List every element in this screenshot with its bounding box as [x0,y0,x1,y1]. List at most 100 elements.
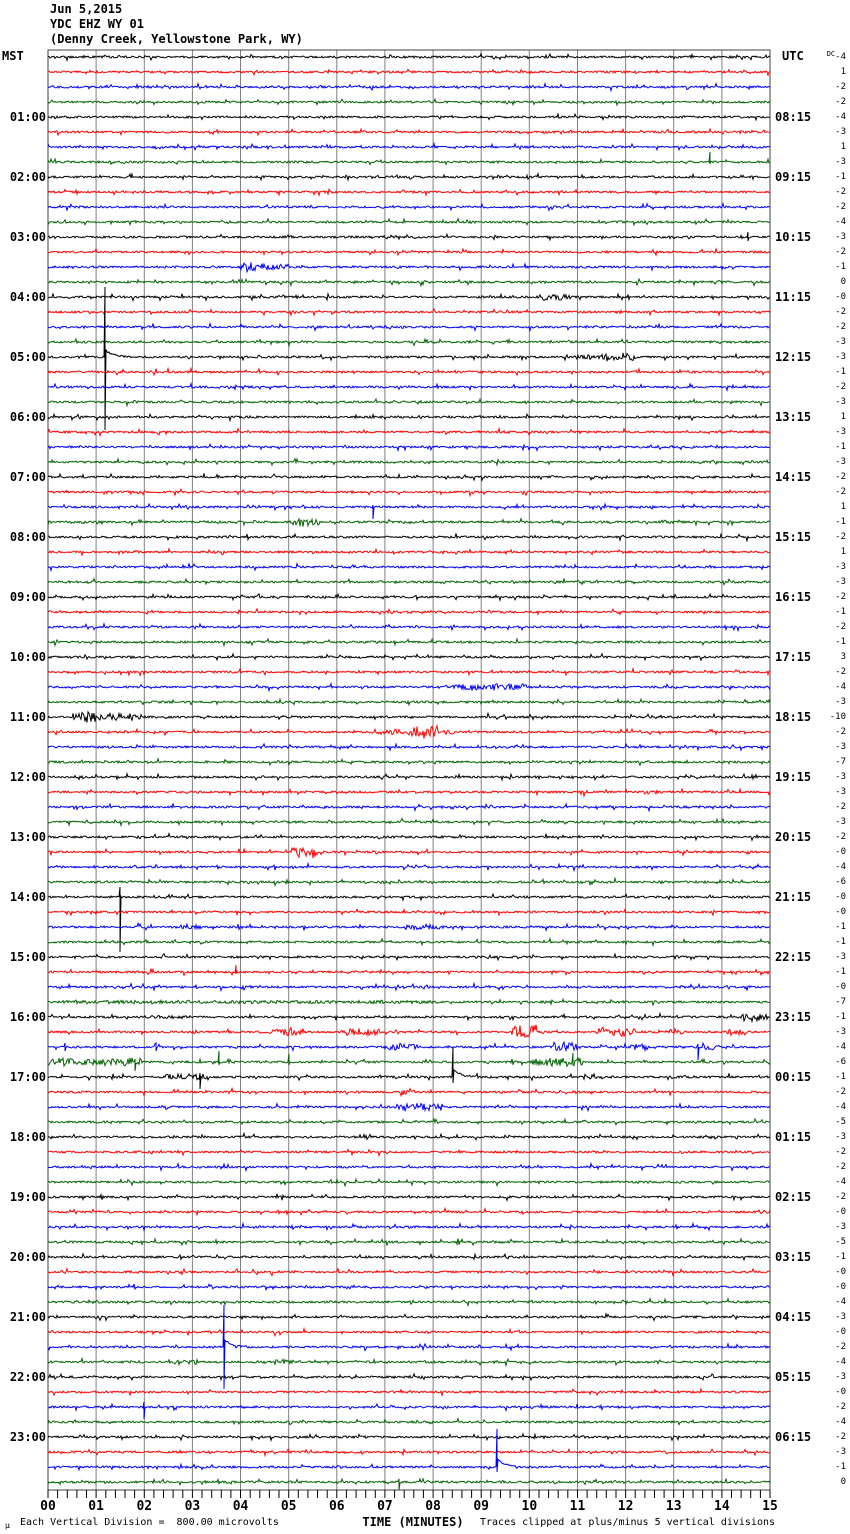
seismogram-trace [47,802,771,813]
seismogram-trace [47,321,771,333]
trace-dc-offset: -0 [835,1327,846,1337]
seismogram-trace [47,487,771,498]
trace-dc-offset: 0 [840,277,846,287]
seismogram-trace [47,1312,771,1322]
trace-dc-offset: -2 [835,97,846,107]
mst-hour-label: 12:00 [9,770,46,784]
mst-hour-label: 01:00 [9,110,46,124]
trace-dc-offset: 1 [840,547,846,557]
mst-hour-label: 11:00 [9,710,46,724]
seismogram-trace [47,1046,771,1090]
mst-hour-label: 21:00 [9,1310,46,1324]
trace-dc-offset: -1 [835,1012,846,1022]
utc-hour-label: 01:15 [775,1130,812,1144]
seismogram-trace [47,381,770,393]
seismogram-trace [47,1131,771,1142]
seismogram-trace [47,1024,771,1038]
utc-hour-label: 04:15 [775,1310,812,1324]
seismogram-trace [47,261,771,274]
seismogram-trace [47,151,771,166]
seismogram-trace [47,1401,771,1420]
trace-dc-offset: -3 [835,772,846,782]
utc-hour-label: 06:15 [775,1430,812,1444]
trace-dc-offset: -2 [835,1402,846,1412]
seismogram-trace [47,217,771,227]
trace-dc-offset: -2 [835,247,846,257]
trace-dc-offset: -6 [835,1057,846,1067]
trace-dc-offset: -2 [835,1432,846,1442]
seismogram-trace [47,277,771,288]
trace-dc-offset: -3 [835,352,846,362]
mst-hour-label: 06:00 [9,410,46,424]
seismogram-trace [47,886,771,953]
utc-hour-label: 17:15 [775,650,812,664]
seismogram-trace [47,231,771,242]
trace-dc-offset: -4 [835,1297,846,1307]
trace-dc-offset: -3 [835,1132,846,1142]
seismogram-trace [47,592,771,603]
trace-dc-offset: -1 [835,1462,846,1472]
trace-dc-offset: -4 [835,217,846,227]
trace-dc-offset: -10 [829,712,846,722]
utc-hour-label: 13:15 [775,410,812,424]
x-axis-tick-label: 00 [40,1499,56,1514]
trace-dc-offset: -0 [835,292,846,302]
x-axis-tick-label: 06 [328,1499,345,1514]
trace-dc-offset: 1 [840,412,846,422]
seismogram-trace [48,1101,771,1113]
seismogram-trace [47,366,771,377]
seismogram-trace [47,397,771,408]
trace-dc-offset: -1 [835,367,846,377]
trace-dc-offset: -3 [835,1027,846,1037]
seismogram-trace [47,997,771,1007]
trace-dc-offset: -3 [835,787,846,797]
x-axis-tick-label: 12 [617,1499,634,1514]
mst-hour-label: 07:00 [9,470,46,484]
utc-hour-label: 14:15 [775,470,812,484]
seismogram-trace [47,1206,771,1217]
left-axis-timezone-label: MST [2,49,24,63]
utc-hour-label: 08:15 [775,110,812,124]
trace-dc-offset: 1 [840,142,846,152]
trace-dc-offset: -2 [835,1192,846,1202]
seismogram-trace [47,1252,771,1262]
trace-dc-offset: -1 [835,262,846,272]
trace-dc-offset: -2 [835,1147,846,1157]
x-axis-tick-label: 03 [184,1499,201,1514]
trace-dc-offset: -5 [835,1117,846,1127]
seismogram-trace [47,1117,771,1126]
trace-dc-offset: -1 [835,607,846,617]
x-axis-tick-label: 01 [88,1499,104,1514]
x-axis-tick-label: 07 [377,1499,393,1514]
utc-hour-label: 22:15 [775,950,812,964]
trace-dc-offset: -1 [835,637,846,647]
trace-dc-offset: -3 [835,397,846,407]
seismogram-trace [47,426,771,438]
seismogram-trace [48,772,771,782]
trace-dc-offset: -3 [835,697,846,707]
trace-dc-offset: -1 [835,172,846,182]
mst-hour-label: 17:00 [9,1070,46,1084]
trace-dc-offset: -3 [835,1447,846,1457]
trace-dc-offset: -3 [835,742,846,752]
seismogram-trace [47,1372,771,1382]
utc-hour-label: 11:15 [775,290,812,304]
utc-hour-label: 15:15 [775,530,812,544]
trace-dc-offset: -2 [835,1162,846,1172]
plot-border [47,49,771,1491]
seismogram-trace [47,1221,771,1232]
seismogram-trace [47,307,771,318]
seismogram-trace [47,412,771,423]
utc-hour-label: 05:15 [775,1370,812,1384]
mst-hour-label: 14:00 [9,890,46,904]
trace-dc-offset: -2 [835,472,846,482]
header-date: Jun 5,2015 [50,2,123,16]
utc-hour-label: 19:15 [775,770,812,784]
seismogram-trace [47,1387,771,1398]
seismogram-trace [47,1432,771,1442]
x-axis-tick-label: 04 [232,1499,249,1514]
seismogram-trace [47,1192,771,1203]
microvolt-glyph: μ [5,1521,10,1530]
seismogram-trace [47,936,771,947]
